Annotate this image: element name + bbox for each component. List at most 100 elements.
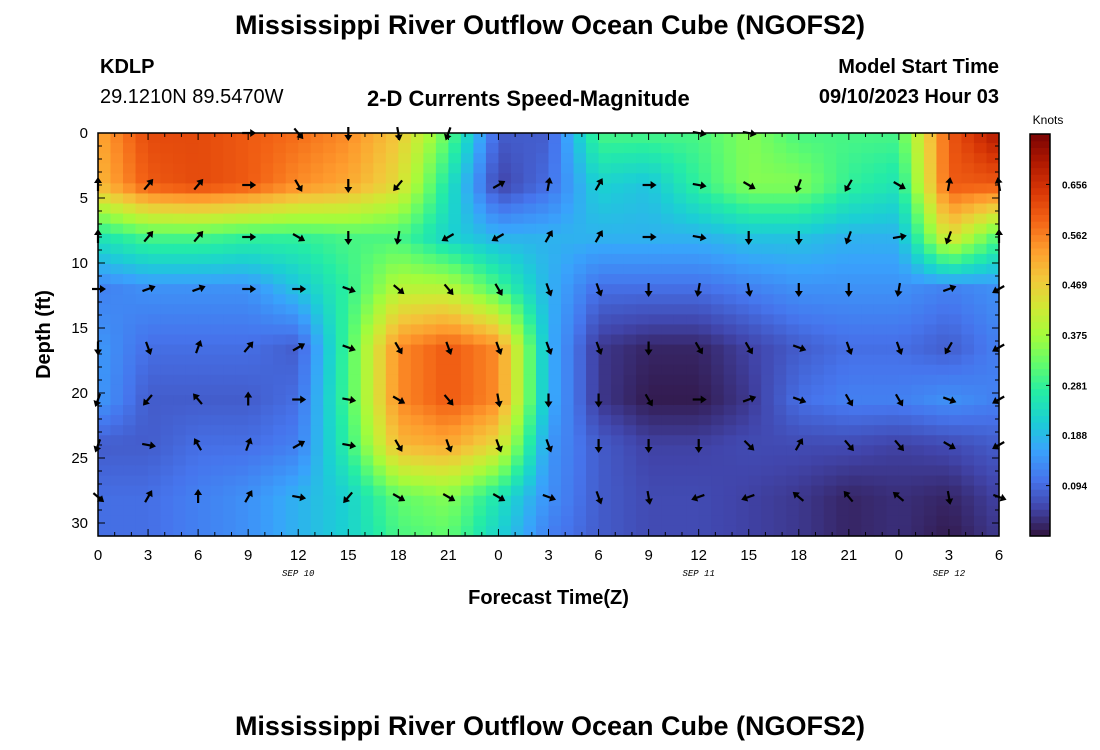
current-arrow <box>542 493 557 502</box>
colorbar-segment <box>1030 482 1050 490</box>
heatmap-cell <box>398 445 412 456</box>
heatmap-cell <box>148 435 162 446</box>
heatmap-cell <box>385 485 399 497</box>
heatmap-cell <box>698 475 712 487</box>
heatmap-cell <box>573 274 587 285</box>
heatmap-cell <box>198 314 212 326</box>
heatmap-cell <box>811 445 825 456</box>
current-arrow <box>494 393 503 408</box>
heatmap-cell <box>923 405 938 416</box>
current-arrow <box>594 230 604 243</box>
heatmap-cell <box>110 304 124 315</box>
heatmap-cell <box>986 173 1000 184</box>
current-arrow <box>943 441 956 450</box>
heatmap-cell <box>973 193 988 205</box>
heatmap-cell <box>148 374 162 386</box>
heatmap-cell <box>448 324 462 336</box>
heatmap-cell <box>973 445 988 456</box>
heatmap-cell <box>123 344 137 356</box>
heatmap-cell <box>148 253 162 265</box>
heatmap-cell <box>773 183 787 195</box>
colorbar-segment <box>1030 415 1050 423</box>
heatmap-cell <box>485 485 500 497</box>
heatmap-cell <box>335 233 349 245</box>
heatmap-cell <box>448 465 462 477</box>
current-arrow <box>245 437 253 452</box>
heatmap-cell <box>636 344 650 356</box>
heatmap-cell <box>235 384 249 396</box>
heatmap-cell <box>598 344 612 356</box>
heatmap-cell <box>761 384 775 396</box>
heatmap-cell <box>936 213 950 225</box>
heatmap-cell <box>648 405 662 416</box>
heatmap-cell <box>786 344 800 356</box>
heatmap-cell <box>623 425 637 436</box>
current-arrow <box>292 233 306 242</box>
heatmap-cell <box>898 495 912 507</box>
heatmap-cell <box>385 324 399 336</box>
colorbar-segment <box>1030 234 1050 242</box>
current-arrow <box>394 439 403 452</box>
heatmap-cell <box>460 405 475 416</box>
heatmap-cell <box>861 445 875 456</box>
heatmap-cell <box>323 193 337 205</box>
heatmap-cell <box>611 485 625 497</box>
heatmap-cell <box>198 294 212 305</box>
heatmap-cell <box>198 515 212 527</box>
heatmap-cell <box>110 415 124 426</box>
heatmap-cell <box>723 183 737 195</box>
heatmap-cell <box>410 304 424 315</box>
heatmap-cell <box>535 465 550 477</box>
heatmap-cell <box>836 384 850 396</box>
heatmap-cell <box>948 143 963 154</box>
heatmap-cell <box>473 405 487 416</box>
heatmap-cell <box>285 263 299 275</box>
heatmap-cell <box>98 455 112 467</box>
heatmap-cell <box>823 495 837 507</box>
heatmap-cell <box>561 384 575 396</box>
heatmap-cell <box>473 415 487 426</box>
heatmap-cell <box>235 314 249 326</box>
heatmap-cell <box>523 445 537 456</box>
heatmap-cell <box>310 133 324 144</box>
heatmap-cell <box>385 263 399 275</box>
heatmap-cell <box>198 455 212 467</box>
heatmap-cell <box>448 394 462 406</box>
heatmap-cell <box>798 455 812 467</box>
heatmap-cell <box>723 253 737 265</box>
heatmap-cell <box>573 173 587 184</box>
heatmap-cell <box>135 203 149 215</box>
heatmap-cell <box>861 324 875 336</box>
heatmap-cell <box>110 193 124 205</box>
heatmap-cell <box>948 455 963 467</box>
heatmap-cell <box>736 485 750 497</box>
heatmap-cell <box>848 133 862 144</box>
heatmap-cell <box>185 374 199 386</box>
heatmap-cell <box>723 143 737 154</box>
heatmap-cell <box>586 465 600 477</box>
heatmap-cell <box>923 253 938 265</box>
heatmap-cell <box>636 405 650 416</box>
heatmap-cell <box>398 213 412 225</box>
heatmap-cell <box>210 394 224 406</box>
heatmap-cell <box>423 324 437 336</box>
heatmap-cell <box>398 253 412 265</box>
heatmap-cell <box>761 284 775 295</box>
heatmap-cell <box>698 274 712 285</box>
station-coordinates: 29.1210N 89.5470W <box>100 86 284 108</box>
heatmap-cell <box>210 374 224 386</box>
heatmap-cell <box>623 284 637 295</box>
heatmap-cell <box>961 203 975 215</box>
heatmap-cell <box>798 495 812 507</box>
heatmap-cell <box>198 354 212 366</box>
heatmap-cell <box>573 253 587 265</box>
heatmap-cell <box>886 374 900 386</box>
heatmap-cell <box>485 505 500 517</box>
heatmap-cell <box>260 354 274 366</box>
heatmap-cell <box>210 183 224 195</box>
heatmap-cell <box>748 173 762 184</box>
heatmap-cell <box>510 445 525 456</box>
heatmap-cell <box>135 153 149 164</box>
heatmap-cell <box>711 173 725 184</box>
heatmap-cell <box>848 495 862 507</box>
